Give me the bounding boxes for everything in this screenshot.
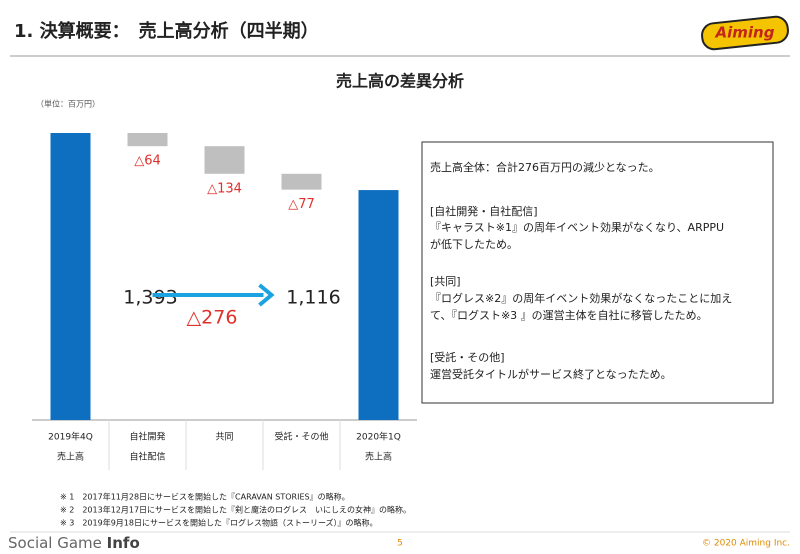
category-label: 受託・その他 (274, 431, 328, 443)
logo-badge (701, 15, 789, 51)
copyright: © 2020 Aiming Inc. (702, 539, 790, 549)
logo: Aiming (701, 15, 789, 51)
page-number: 5 (397, 539, 403, 549)
note-line: 『キャラスト※1』の周年イベント効果がなくなり、ARPPU (430, 220, 724, 234)
delta-bar (281, 173, 322, 190)
category-label: 売上高 (365, 451, 392, 463)
delta-bar (127, 133, 168, 147)
total-bar (50, 133, 91, 420)
arrow-head (258, 283, 275, 307)
note-line: 運営受託タイトルがサービス終了となったため。 (430, 367, 672, 381)
brand: Social Game Info (8, 534, 140, 552)
value-label: 1,116 (286, 287, 340, 309)
category-label: 自社配信 (129, 451, 165, 463)
footnote: ※ 1 2017年11月28日にサービスを開始した『CARAVAN STORIE… (60, 492, 350, 502)
value-label: △77 (288, 197, 315, 212)
logo-text: Aiming (715, 24, 775, 42)
unit-label: （単位：百万円） (36, 99, 100, 109)
brand-a: Social Game (8, 534, 107, 552)
category-label: 2019年4Q (48, 431, 93, 443)
category-label: 2020年1Q (356, 431, 401, 443)
footnote: ※ 2 2013年12月17日にサービスを開始した『剣と魔法のログレス いにしえ… (60, 505, 411, 515)
note-line: [自社開発・自社配信] (430, 204, 538, 218)
value-label: 1,393 (123, 287, 177, 309)
note-line: 『ログレス※2』の周年イベント効果がなくなったことに加え (430, 291, 732, 305)
value-label: △64 (134, 154, 161, 169)
note-line: [共同] (430, 275, 461, 288)
note-line: が低下したため。 (430, 237, 518, 251)
category-label: 自社開発 (129, 431, 165, 443)
footnote: ※ 3 2019年9月18日にサービスを開始した『ログレス物語（ストーリーズ）』… (60, 518, 378, 528)
annotation: △276 (187, 307, 238, 329)
category-label: 共同 (215, 432, 233, 443)
brand-b: Info (107, 534, 140, 552)
value-label: △134 (207, 181, 242, 196)
slide-title: 1. 決算概要： 売上高分析（四半期） (14, 20, 319, 42)
note-line: [受託・その他] (430, 350, 505, 364)
delta-bar (204, 146, 245, 174)
note-line: て、『ログスト※3 』の運営主体を自社に移管したため。 (430, 308, 708, 322)
total-bar (358, 190, 399, 420)
note-line: 売上高全体：合計276百万円の減少となった。 (430, 160, 660, 174)
notes-box (421, 141, 774, 404)
chart-title: 売上高の差異分析 (336, 72, 464, 91)
category-label: 売上高 (57, 451, 84, 463)
